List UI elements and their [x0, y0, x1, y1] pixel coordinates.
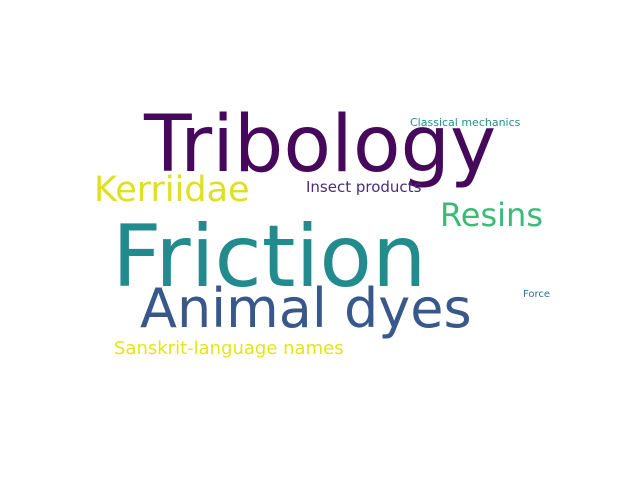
word-animal-dyes: Animal dyes	[140, 277, 472, 340]
word-classical-mechanics: Classical mechanics	[410, 116, 521, 129]
word-resins: Resins	[440, 196, 543, 234]
word-tribology: Tribology	[144, 100, 497, 190]
word-kerriidae: Kerriidae	[94, 170, 250, 210]
word-sanskrit-language-names: Sanskrit-language names	[114, 338, 344, 359]
word-friction: Friction	[112, 207, 427, 307]
word-force: Force	[523, 289, 551, 300]
word-insect-products: Insect products	[306, 178, 422, 196]
